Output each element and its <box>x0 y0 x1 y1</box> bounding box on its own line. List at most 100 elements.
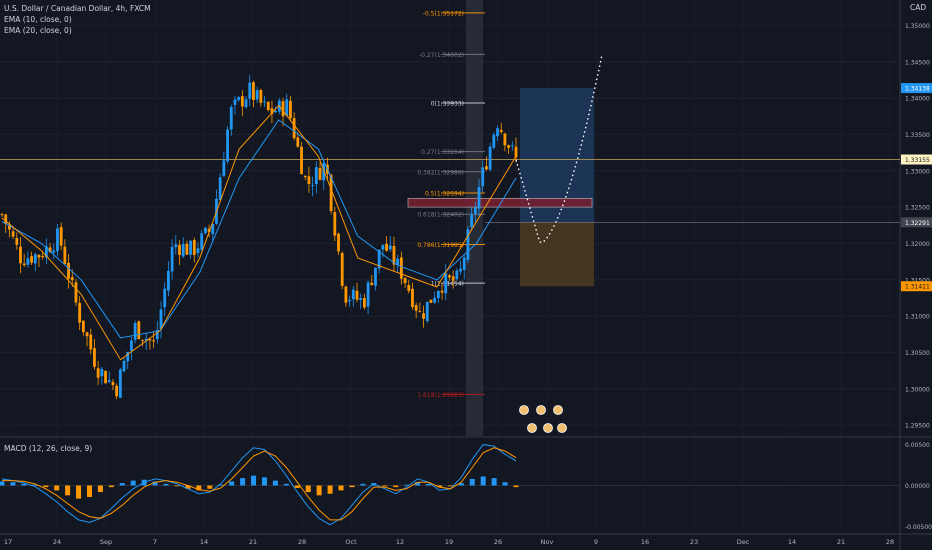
candle-body <box>4 214 8 224</box>
macd-hist-bar <box>207 485 213 489</box>
candle-body <box>303 175 307 178</box>
macd-tick-label: 0.00000 <box>905 483 930 490</box>
candle-body <box>514 146 518 158</box>
macd-hist-bar <box>404 484 410 486</box>
event-marker-icon <box>527 423 537 433</box>
candle-body <box>192 239 196 255</box>
candle-body <box>444 273 448 294</box>
candle-body <box>233 99 237 106</box>
ema20-legend[interactable]: EMA (20, close, 0) <box>4 26 72 35</box>
currency-label: CAD <box>910 3 927 12</box>
candle-body <box>240 96 244 107</box>
candle-body <box>292 118 296 139</box>
macd-hist-bar <box>196 485 202 491</box>
candle-body <box>52 250 56 253</box>
candle-body <box>111 381 115 386</box>
event-marker-icon <box>557 423 567 433</box>
candle-body <box>418 311 422 313</box>
price-tick-label: 1.35000 <box>905 23 930 30</box>
candle-body <box>89 334 93 350</box>
macd-tick-label: -0.00500 <box>905 524 932 531</box>
candle-body <box>374 267 377 286</box>
macd-hist-bar <box>130 480 136 486</box>
ema10-line <box>1 104 517 361</box>
macd-title[interactable]: MACD (12, 26, close, 9) <box>4 444 93 453</box>
candle-body <box>30 256 33 263</box>
event-marker-icon <box>519 405 529 415</box>
candle-body <box>459 268 462 272</box>
candle-body <box>340 252 344 286</box>
candle-body <box>281 101 285 117</box>
time-tick-label: 17 <box>4 538 12 546</box>
candle-body <box>237 97 241 100</box>
price-tick-label: 1.32500 <box>905 205 930 212</box>
candle-body <box>348 299 351 302</box>
candle-body <box>289 100 292 119</box>
fib-label: 1.618(1.29923) <box>417 392 464 399</box>
macd-hist-bar <box>491 478 497 486</box>
macd-tick-label: 0.00500 <box>905 442 930 449</box>
candle-body <box>37 254 41 258</box>
candle-body <box>22 263 26 266</box>
candle-body <box>174 244 178 248</box>
projection-path <box>515 54 603 244</box>
candle-body <box>155 329 159 340</box>
price-tick-label: 1.31000 <box>905 314 930 321</box>
current-price-tag: 1.33155 <box>905 157 930 164</box>
candle-body <box>314 167 318 185</box>
fib-label: 0.27(1.33264) <box>421 149 464 156</box>
candle-body <box>407 284 411 291</box>
candle-body <box>137 321 141 340</box>
macd-hist-bar <box>10 482 16 486</box>
candle-body <box>167 270 170 291</box>
candle-body <box>366 282 370 307</box>
macd-hist-bar <box>32 484 38 486</box>
candle-body <box>222 160 226 177</box>
macd-hist-bar <box>360 483 366 486</box>
candle-body <box>118 369 122 398</box>
macd-hist-bar <box>43 485 49 488</box>
candle-body <box>362 298 366 308</box>
event-marker-icon <box>536 405 546 415</box>
candle-body <box>70 277 74 281</box>
candle-body <box>470 214 474 228</box>
candle-body <box>496 128 499 137</box>
macd-hist-bar <box>0 481 5 486</box>
price-axis: 1.35000 1.34500 1.34000 1.33500 1.33000 1.325… <box>901 23 932 430</box>
candle-body <box>392 245 396 265</box>
candle-body <box>311 185 315 187</box>
price-tick-label: 1.30000 <box>905 386 930 393</box>
resistance-box <box>407 198 593 208</box>
candle-body <box>159 309 163 330</box>
candle-body <box>200 233 204 250</box>
time-tick-label: Dec <box>737 538 750 546</box>
candle-body <box>67 262 70 279</box>
candle-body <box>270 108 274 114</box>
candle-body <box>19 246 22 264</box>
candle-body <box>203 227 207 234</box>
macd-hist-bar <box>338 485 344 491</box>
price-tick-label: 1.33000 <box>905 168 930 175</box>
candle-body <box>7 224 11 230</box>
candle-body <box>226 129 229 162</box>
candle-body <box>481 167 485 187</box>
macd-hist-bar <box>426 483 432 486</box>
candle-body <box>477 187 481 209</box>
event-marker-icon <box>543 423 553 433</box>
event-markers <box>519 405 567 433</box>
candle-body <box>422 313 425 319</box>
stop-zone <box>520 222 594 287</box>
candle-body <box>337 233 340 252</box>
candle-body <box>385 243 388 251</box>
candle-body <box>218 177 222 201</box>
candle-body <box>429 299 433 303</box>
candle-body <box>333 212 337 236</box>
time-axis: 17 24 Sep 7 14 21 28 Oct 12 19 26 Nov 9 16 23 Dec 14 21 28 <box>4 538 894 546</box>
symbol-title[interactable]: U.S. Dollar / Canadian Dollar, 4h, FXCM <box>4 4 151 13</box>
candle-body <box>455 270 459 280</box>
time-tick-label: Oct <box>345 538 357 546</box>
macd-hist-bar <box>76 485 82 499</box>
candle-body <box>488 146 492 170</box>
ema10-legend[interactable]: EMA (10, close, 0) <box>4 15 72 24</box>
